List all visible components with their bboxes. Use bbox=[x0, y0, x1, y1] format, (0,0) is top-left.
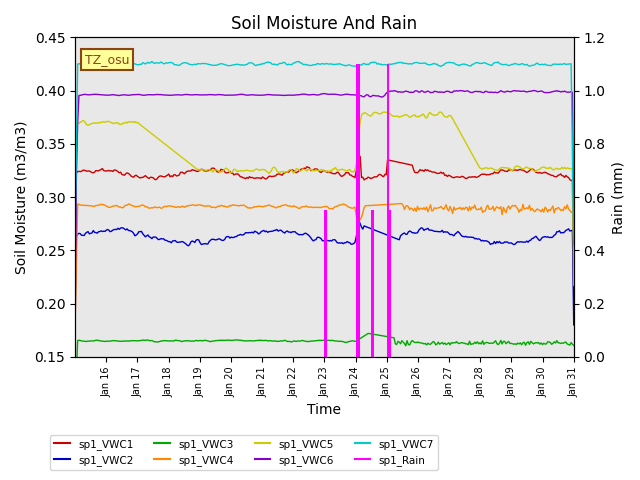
Title: Soil Moisture And Rain: Soil Moisture And Rain bbox=[231, 15, 417, 33]
Bar bbox=[357, 64, 358, 357]
Bar bbox=[387, 64, 388, 357]
Bar bbox=[326, 210, 327, 357]
Bar bbox=[356, 64, 357, 357]
Bar bbox=[372, 210, 374, 357]
Bar bbox=[371, 210, 372, 357]
Y-axis label: Rain (mm): Rain (mm) bbox=[611, 161, 625, 234]
Legend: sp1_VWC1, sp1_VWC2, sp1_VWC3, sp1_VWC4, sp1_VWC5, sp1_VWC6, sp1_VWC7, sp1_Rain: sp1_VWC1, sp1_VWC2, sp1_VWC3, sp1_VWC4, … bbox=[50, 434, 438, 470]
Bar bbox=[358, 64, 360, 357]
Y-axis label: Soil Moisture (m3/m3): Soil Moisture (m3/m3) bbox=[15, 120, 29, 274]
Bar bbox=[390, 210, 391, 357]
X-axis label: Time: Time bbox=[307, 403, 341, 417]
Bar bbox=[324, 210, 326, 357]
Bar bbox=[388, 64, 390, 357]
Text: TZ_osu: TZ_osu bbox=[85, 53, 129, 66]
